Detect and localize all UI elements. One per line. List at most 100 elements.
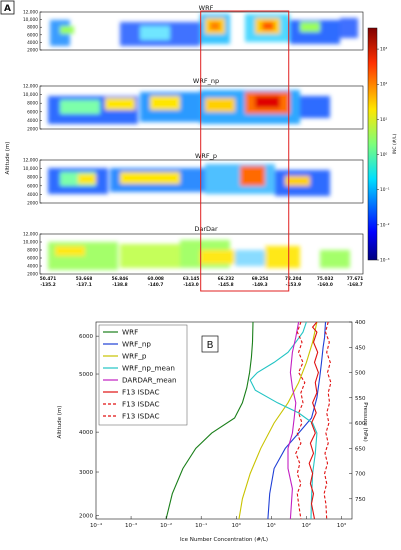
heatmap-xtick-lon: -143.0 [183,282,198,288]
heatmap-wrf-field [39,11,364,51]
heatmap-xtick-lon: -138.8 [112,282,127,288]
heatmap-ytick-label: 2000 [27,127,38,133]
panel-a-label: A [0,0,15,15]
series-line-6 [308,322,319,519]
heatmap-ytick-label: 12,000 [23,158,38,164]
series-lines [165,322,332,519]
svg-text:B: B [207,340,214,351]
b-xlabel: Ice Number Concentration (#/L) [180,537,268,543]
heatmap-ytick-label: 12,000 [23,84,38,90]
heatmap-xtick-lon: -168.7 [347,282,362,288]
heatmap-y-ticks: 12,00010,000800060004000200012,00010,000… [23,10,42,278]
b-ptick-label: 500 [355,371,366,377]
heatmap-ytick-label: 6000 [27,109,38,115]
b-pressure-ticks: 400 450 500 550 600 650 700 750 [349,320,366,503]
heatmap-ytick-label: 2000 [27,272,38,278]
legend-label: WRF_np [122,340,151,349]
heatmap-ytick-label: 8000 [27,175,38,181]
b-atick-label: 5000 [79,372,93,378]
b-xtick-label: 10⁻⁴ [90,522,103,529]
highlight-box [200,10,290,292]
panel-b-label: B [201,335,219,353]
series-line-7 [295,322,306,519]
colorbar-tick-label: 10³ [380,47,387,53]
colorbar-tick-label: 10⁻¹ [380,187,390,193]
series-line-5 [287,322,300,519]
b-altitude-ticks: 6000 5000 4000 3000 2000 [79,334,99,519]
colorbar-tick-label: 10⁻³ [380,258,390,264]
heatmap-xtick-lat: 53.668 [76,276,93,282]
colorbar-label: INC (#/L) [392,133,398,154]
heatmap-ytick-label: 4000 [27,264,38,270]
legend-label: F13 ISDAC [122,412,159,421]
colorbar-tick-label: 10¹ [380,117,387,123]
legend: WRF WRF_np WRF_p WRF_np_mean DARDAR_mean F13 … [98,324,188,426]
heatmap-xtick-lat: 72.204 [285,276,302,282]
b-ylabel-right: Pressure (hPa) [362,402,368,441]
heatmap-ytick-label: 12,000 [23,10,38,16]
heatmap-xtick-lat: 66.232 [218,276,235,282]
heatmap-xtick-lon: -137.1 [76,282,91,288]
heatmap-xtick-lat: 60.008 [147,276,164,282]
b-ptick-label: 750 [355,497,366,503]
b-ptick-label: 650 [355,446,366,452]
b-atick-label: 4000 [79,430,93,436]
heatmap-ytick-label: 6000 [27,32,38,38]
heatmap-ytick-label: 10,000 [23,240,38,246]
heatmap-xtick-lat: 63.145 [183,276,200,282]
heatmap-ylabel: Altitude (m) [5,142,11,175]
heatmap-xtick-lat: 77.671 [347,276,364,282]
legend-label: WRF [122,328,138,337]
heatmap-ytick-label: 4000 [27,192,38,198]
b-xtick-label: 10⁰ [232,522,242,529]
series-line-3 [238,322,318,519]
heatmap-dardar-field [39,233,364,275]
heatmap-xtick-lat: 50.471 [40,276,57,282]
heatmap-ytick-label: 2000 [27,48,38,54]
heatmap-ytick-label: 4000 [27,40,38,46]
colorbar-tick-label: 10² [380,82,387,88]
legend-items: WRF WRF_np WRF_p WRF_np_mean DARDAR_mean F13 … [103,328,177,421]
legend-label: F13 ISDAC [122,400,159,409]
heatmap-panels [39,11,364,275]
b-atick-label: 3000 [79,470,93,476]
line-chart-b: 10⁻⁴ 10⁻³ 10⁻² 10⁻¹ 10⁰ 10¹ 10² 10³ 400 450 500 55… [57,320,368,543]
legend-label: WRF_np_mean [122,364,175,373]
heatmap-ytick-label: 8000 [27,101,38,107]
heatmap-ytick-label: 10,000 [23,17,38,23]
heatmap-xtick-lat: 75.032 [317,276,334,282]
heatmap-ytick-label: 6000 [27,256,38,262]
colorbar: 10³ 10² 10¹ 10⁰ 10⁻¹ 10⁻² 10⁻³ INC (#/L) [367,27,398,264]
heatmap-ytick-label: 10,000 [23,92,38,98]
heatmap-ytick-label: 8000 [27,25,38,31]
b-xtick-label: 10² [302,522,311,529]
heatmap-xtick-lon: -135.2 [40,282,55,288]
b-xtick-label: 10⁻³ [125,522,137,529]
heatmap-titles: WRF WRF_np WRF_p DarDar [193,4,219,233]
heatmap-wrf-p-field [39,159,364,204]
heatmap-title-wrf-np: WRF_np [193,77,219,85]
series-line-1 [165,322,254,519]
heatmap-xtick-lat: 56.846 [112,276,129,282]
heatmap-xtick-lon: -149.3 [252,282,267,288]
heatmap-xtick-lat: 69.254 [252,276,269,282]
heatmap-x-ticks: 50.471-135.2 53.668-137.1 56.846-138.8 60.0… [40,276,364,288]
heatmap-ytick-label: 6000 [27,183,38,189]
series-line-8 [323,322,332,519]
legend-label: DARDAR_mean [122,376,177,385]
b-xtick-label: 10³ [337,522,346,529]
b-xtick-label: 10¹ [267,522,276,529]
colorbar-tick-label: 10⁻² [380,222,390,228]
b-ptick-label: 450 [355,345,366,351]
heatmap-xtick-lon: -145.8 [218,282,233,288]
svg-text:A: A [4,4,11,14]
b-ptick-label: 600 [355,421,366,427]
series-line-4 [249,322,318,519]
legend-label: F13 ISDAC [122,388,159,397]
legend-label: WRF_p [122,352,147,361]
b-x-ticks: 10⁻⁴ 10⁻³ 10⁻² 10⁻¹ 10⁰ 10¹ 10² 10³ [90,516,346,529]
heatmap-title-wrf: WRF [199,4,214,12]
heatmap-xtick-lon: -160.0 [318,282,333,288]
heatmap-ytick-label: 4000 [27,118,38,124]
